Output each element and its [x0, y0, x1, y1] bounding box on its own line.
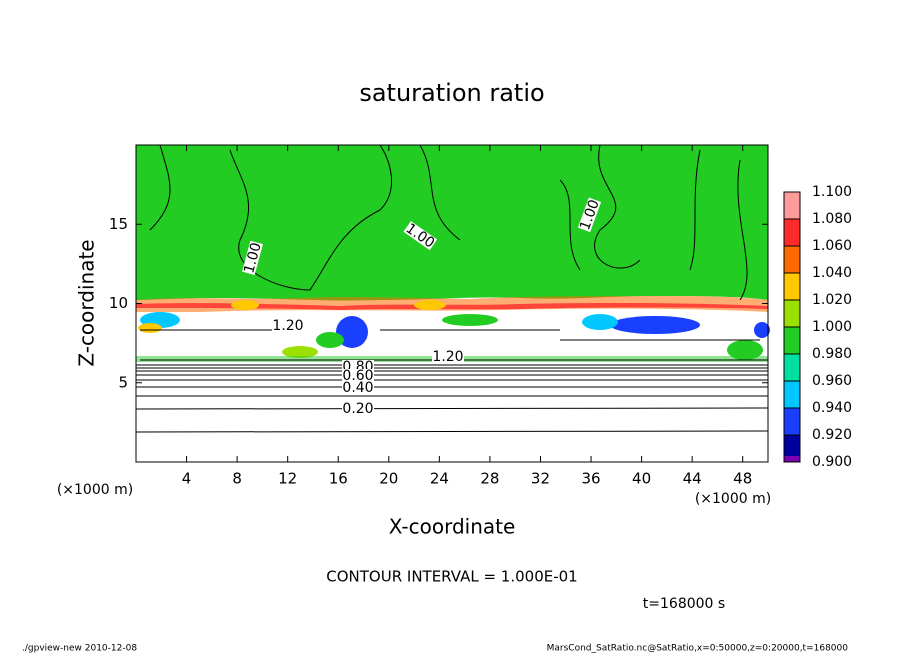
x-tick-label: 40: [632, 470, 651, 488]
colorbar-label: 0.940: [812, 400, 852, 416]
x-tick-label: 32: [531, 470, 550, 488]
colorbar-segment: [784, 381, 800, 408]
colorbar-label: 1.060: [812, 238, 852, 254]
x-tick-label: 36: [581, 470, 600, 488]
y-axis-label: Z-coordinate: [75, 239, 99, 366]
field: [135, 144, 770, 462]
y-tick-label: 5: [118, 373, 128, 391]
colorbar-label: 1.000: [812, 319, 852, 335]
colorbar-segment: [784, 354, 800, 381]
colorbar-label: 1.080: [812, 211, 852, 227]
contour-label: 0.60: [342, 368, 373, 384]
field-green: [136, 145, 768, 301]
x-tick-label: 8: [232, 470, 242, 488]
x-tick-label: 12: [278, 470, 297, 488]
chart-title: saturation ratio: [359, 79, 544, 107]
contour-lines: [135, 144, 769, 433]
colorbar-label: 0.980: [812, 346, 852, 362]
colorbar-segment: [784, 246, 800, 273]
colorbar-label: 0.920: [812, 427, 852, 443]
field-band: [136, 302, 768, 310]
y-units: (×1000 m): [57, 482, 133, 498]
contour-label: 0.40: [342, 380, 373, 396]
contour-label: 1.20: [272, 318, 303, 334]
x-tick-label: 4: [182, 470, 192, 488]
contour-label-bg: [272, 319, 304, 332]
field-patch: [282, 346, 318, 358]
footer: MarsCond_SatRatio.nc@SatRatio,x=0:50000,…: [547, 644, 849, 654]
field-patch: [414, 300, 446, 310]
contour-label-bg: [342, 381, 374, 394]
field-patch: [582, 314, 618, 330]
x-tick-label: 28: [480, 470, 499, 488]
contour-label-bg: [342, 369, 374, 382]
field-patch: [231, 300, 259, 310]
x-tick-label: 24: [430, 470, 449, 488]
field-patch: [610, 316, 700, 334]
colorbar-segment: [784, 408, 800, 435]
colorbar-label: 0.900: [812, 454, 852, 470]
note: t=168000 s: [643, 596, 725, 612]
colorbar-segment: [784, 435, 800, 462]
contour-label-bg: [242, 240, 263, 276]
x-tick-label: 44: [683, 470, 702, 488]
footer: ./gpview-new 2010-12-08: [22, 644, 137, 654]
contour-label: 1.00: [241, 241, 265, 275]
x-tick-label: 48: [733, 470, 752, 488]
field-patch: [316, 332, 344, 348]
contour-label-bg: [342, 402, 374, 415]
contour-label: 1.20: [432, 349, 463, 365]
x-tick-label: 16: [329, 470, 348, 488]
field-patch: [727, 340, 763, 360]
colorbar-label: 1.040: [812, 265, 852, 281]
field-patch: [754, 322, 770, 338]
x-units: (×1000 m): [695, 491, 771, 507]
colorbar-label: 1.020: [812, 292, 852, 308]
x-tick-label: 20: [379, 470, 398, 488]
contour-label-bg: [403, 221, 438, 251]
colorbar-segment: [784, 300, 800, 327]
x-axis-label: X-coordinate: [389, 515, 516, 539]
colorbar-segment: [784, 219, 800, 246]
colorbar-label: 1.100: [812, 184, 852, 200]
colorbar-bottom: [784, 456, 800, 462]
y-tick-label: 10: [109, 294, 128, 312]
colorbar-label: 0.960: [812, 373, 852, 389]
colorbar-segment: [784, 273, 800, 300]
field-patch: [442, 314, 498, 326]
contour-label: 0.20: [342, 401, 373, 417]
contour-label-bg: [577, 197, 602, 233]
y-tick-label: 15: [109, 215, 128, 233]
colorbar-segment: [784, 192, 800, 219]
field-patch: [138, 323, 162, 333]
colorbar-segment: [784, 327, 800, 354]
note: CONTOUR INTERVAL = 1.000E-01: [326, 568, 577, 586]
contour-label-bg: [432, 350, 464, 363]
